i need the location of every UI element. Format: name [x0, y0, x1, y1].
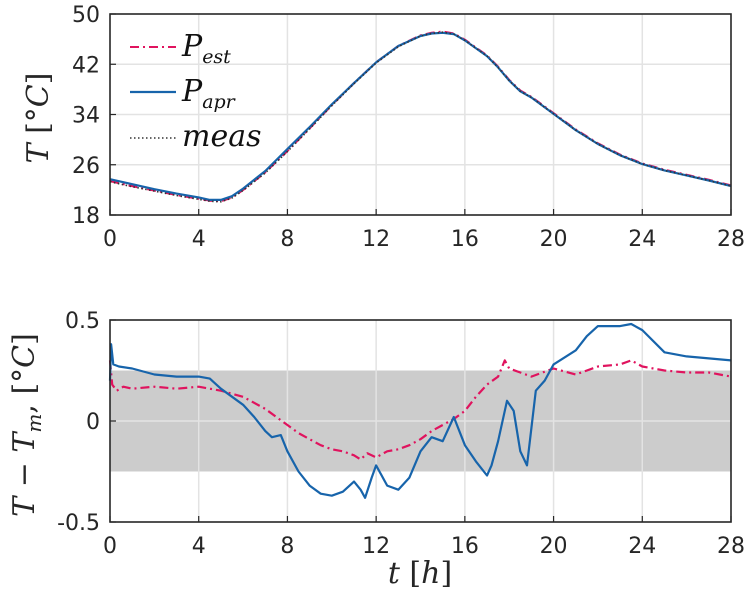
x-label-close: ] — [440, 556, 452, 591]
top-x-tick-label: 16 — [451, 227, 479, 252]
top-y-label-close: ] — [21, 73, 56, 85]
bottom-series-p-est — [108, 359, 732, 461]
legend-label-meas: meas — [182, 119, 261, 154]
bottom-y-tick-label: 0.5 — [65, 309, 100, 334]
bottom-y-label-m: m — [22, 414, 46, 433]
top-ticks: 0 4 8 12 16 20 24 28 18 26 34 42 50 — [72, 3, 745, 252]
top-series-p-apr — [109, 31, 732, 201]
bottom-panel: 0 4 8 12 16 20 24 28-0.500.5 T − Tm, [°C] t [h] — [7, 309, 745, 591]
top-x-tick-label: 4 — [192, 227, 206, 252]
bottom-x-tick-label: 0 — [103, 534, 117, 559]
top-y-axis-label: T [°C] — [21, 73, 56, 164]
bottom-x-tick-label: 20 — [540, 534, 568, 559]
bottom-ticks: 0 4 8 12 16 20 24 28-0.500.5 — [57, 309, 745, 559]
bottom-x-tick-label: 12 — [362, 534, 390, 559]
bottom-x-tick-label: 28 — [717, 534, 745, 559]
bottom-grid — [110, 320, 731, 522]
legend-label-p-est: Pest — [181, 29, 231, 68]
bottom-y-label-unit: , [° — [7, 368, 42, 414]
bottom-y-tick-label: 0 — [86, 410, 100, 435]
top-panel: 0 4 8 12 16 20 24 28 18 26 34 42 50 T [°C] Pest Papr… — [21, 3, 745, 252]
x-label-open: [ — [400, 556, 421, 591]
x-label-var: t — [388, 556, 401, 591]
bottom-y-label-c: C — [7, 345, 42, 368]
top-y-tick-label: 42 — [72, 53, 100, 78]
bottom-x-tick-label: 16 — [451, 534, 479, 559]
top-x-tick-label: 28 — [717, 227, 745, 252]
bottom-series-p-apr — [108, 322, 732, 499]
bottom-x-axis-label: t [h] — [388, 556, 452, 591]
bottom-y-label-close: ] — [7, 333, 42, 345]
legend-label-p-apr: Papr — [181, 74, 237, 113]
legend: Pest Papr meas — [130, 29, 261, 154]
top-y-tick-label: 34 — [72, 104, 100, 129]
top-y-label-unit: [° — [21, 107, 56, 143]
bottom-y-label-minus: − — [7, 453, 42, 497]
bottom-series — [108, 322, 732, 499]
top-grid — [110, 14, 731, 215]
top-y-label-var: T — [21, 141, 56, 163]
bottom-y-label-tm: T — [7, 431, 42, 453]
top-x-tick-label: 0 — [103, 227, 117, 252]
top-y-tick-label: 18 — [72, 204, 100, 229]
top-x-tick-label: 20 — [540, 227, 568, 252]
bottom-x-tick-label: 24 — [628, 534, 656, 559]
top-x-tick-label: 12 — [362, 227, 390, 252]
top-y-tick-label: 50 — [72, 3, 100, 28]
top-series-meas — [109, 31, 732, 203]
bottom-x-tick-label: 4 — [192, 534, 206, 559]
bottom-y-tick-label: -0.5 — [57, 511, 100, 536]
bottom-x-tick-label: 8 — [280, 534, 294, 559]
top-y-label-c: C — [21, 84, 56, 107]
top-y-tick-label: 26 — [72, 154, 100, 179]
x-label-unit: h — [421, 556, 440, 591]
top-series — [109, 30, 732, 203]
top-x-tick-label: 24 — [628, 227, 656, 252]
bottom-y-axis-label: T − Tm, [°C] — [7, 333, 46, 517]
bottom-y-label-t: T — [7, 495, 42, 517]
top-x-tick-label: 8 — [280, 227, 294, 252]
